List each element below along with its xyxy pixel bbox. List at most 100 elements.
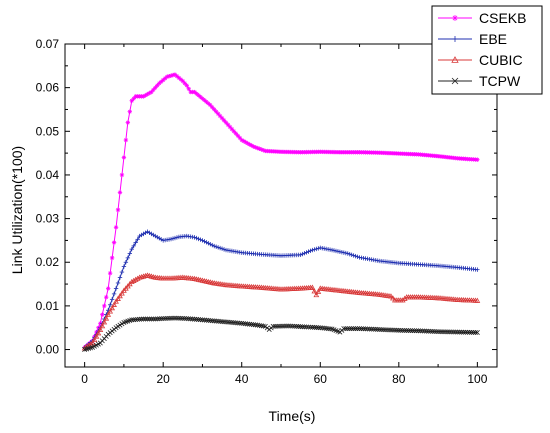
data-point	[282, 323, 288, 329]
data-point	[111, 301, 117, 307]
data-point	[315, 288, 322, 294]
data-point	[152, 316, 158, 322]
data-point	[190, 316, 196, 322]
legend-label: TCPW	[479, 73, 521, 89]
data-point	[210, 242, 215, 248]
data-point	[107, 270, 113, 276]
data-point	[229, 319, 235, 325]
series-markers-tcpw	[82, 315, 480, 353]
x-tick-label: 40	[235, 372, 249, 386]
data-point	[225, 319, 231, 325]
data-point	[107, 308, 114, 314]
data-point	[174, 235, 180, 240]
data-point	[298, 252, 303, 258]
data-point	[103, 315, 110, 321]
data-point	[401, 295, 408, 301]
data-point	[339, 250, 345, 255]
data-point	[429, 328, 435, 334]
data-point	[313, 291, 320, 298]
data-point	[113, 298, 119, 304]
data-point	[200, 238, 205, 243]
data-point	[148, 316, 154, 322]
data-point	[174, 315, 180, 321]
data-point	[91, 336, 98, 342]
data-point	[258, 323, 264, 329]
data-point	[141, 231, 146, 237]
data-point	[475, 157, 480, 162]
data-point	[133, 317, 139, 323]
data-point	[384, 327, 390, 333]
data-point	[198, 317, 203, 323]
data-point	[211, 318, 217, 324]
data-point	[294, 323, 300, 329]
data-point	[278, 323, 284, 329]
data-point	[313, 325, 319, 330]
data-point	[223, 319, 229, 325]
data-point	[468, 329, 474, 335]
data-point	[308, 248, 313, 254]
data-point	[127, 251, 132, 256]
data-point	[474, 297, 481, 303]
data-point	[217, 245, 223, 251]
data-point	[274, 323, 280, 329]
data-point	[157, 236, 162, 241]
data-point	[378, 327, 384, 333]
data-point	[351, 326, 357, 332]
data-point	[419, 328, 425, 334]
data-point	[398, 327, 404, 333]
data-point	[166, 315, 172, 321]
data-point	[213, 318, 219, 324]
data-point	[97, 326, 104, 333]
data-point	[209, 318, 215, 324]
data-point	[343, 326, 349, 332]
data-point	[309, 284, 316, 290]
data-point	[219, 246, 225, 251]
data-point	[362, 326, 368, 332]
data-point	[137, 233, 142, 239]
data-point	[472, 329, 478, 335]
data-point	[205, 317, 211, 323]
data-point	[386, 327, 392, 333]
y-axis: 0.00 0.01 0.02 0.03 0.04 0.05 0.06 0.07	[36, 37, 497, 357]
data-point	[221, 247, 227, 252]
data-point	[192, 316, 198, 322]
legend-swatch-marker	[451, 56, 459, 63]
data-point	[139, 316, 145, 322]
legend-item-cubic: CUBIC	[438, 52, 523, 68]
data-point	[410, 328, 416, 334]
data-point	[453, 329, 459, 335]
data-point	[376, 326, 382, 332]
data-point	[388, 327, 394, 333]
data-point	[111, 291, 117, 297]
data-point	[129, 317, 135, 323]
data-point	[215, 318, 221, 324]
data-point	[149, 231, 154, 237]
data-point	[396, 327, 402, 333]
data-point	[176, 315, 182, 321]
data-point	[115, 295, 121, 301]
data-point	[121, 155, 127, 160]
data-point	[327, 326, 333, 332]
x-tick-label: 0	[81, 372, 88, 386]
series-markers-cubic	[81, 272, 481, 351]
data-point	[335, 249, 341, 254]
data-point	[451, 329, 457, 335]
data-point	[194, 235, 199, 241]
data-point	[408, 328, 414, 334]
data-point	[117, 190, 123, 195]
data-point	[105, 311, 112, 317]
data-point	[107, 302, 113, 308]
series-tcpw	[82, 315, 480, 353]
data-point	[141, 316, 147, 322]
y-tick-label: 0.00	[36, 343, 60, 357]
data-point	[406, 328, 412, 334]
data-point	[302, 324, 308, 330]
data-point	[159, 237, 164, 242]
data-point	[125, 255, 131, 261]
data-point	[412, 328, 418, 334]
series-layer	[81, 72, 481, 353]
data-point	[196, 317, 202, 323]
data-point	[467, 329, 472, 335]
data-point	[188, 316, 194, 322]
legend-swatch-marker	[452, 36, 458, 42]
